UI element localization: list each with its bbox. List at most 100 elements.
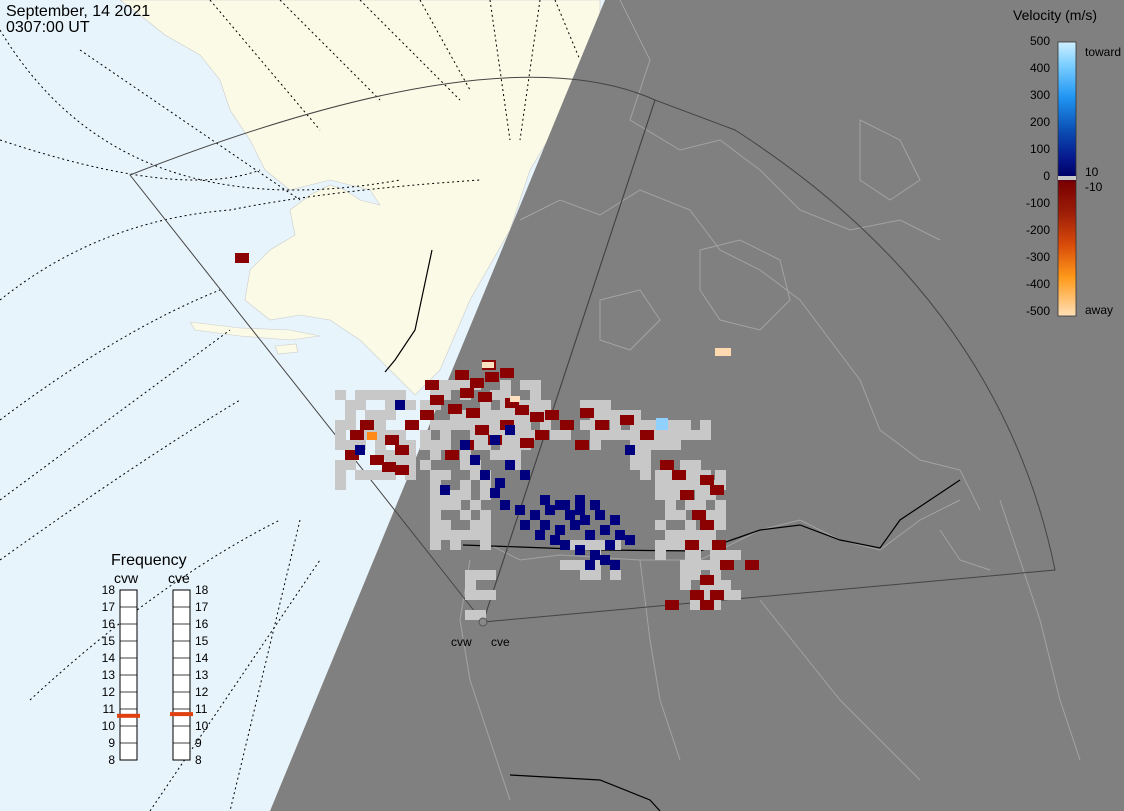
radar-cell [700, 420, 711, 430]
radar-cell [485, 570, 496, 580]
radar-cell [720, 580, 731, 590]
radar-cell [510, 396, 520, 402]
radar-cell [495, 478, 505, 488]
radar-cell [715, 348, 731, 356]
radar-cell [712, 540, 726, 550]
frequency-tick-label: 15 [102, 634, 116, 648]
radar-cell [460, 490, 471, 500]
frequency-tick-label: 10 [195, 719, 209, 733]
radar-cell [575, 545, 585, 555]
radar-cell [685, 520, 696, 530]
radar-cell [590, 440, 601, 450]
radar-cell [430, 420, 441, 430]
radar-cell [560, 420, 574, 430]
radar-cell [575, 440, 589, 450]
radar-cell [615, 530, 625, 540]
radar-cell [430, 500, 441, 510]
radar-cell [440, 420, 451, 430]
radar-cell [590, 400, 601, 410]
radar-cell [710, 560, 721, 570]
radar-cell [565, 510, 575, 520]
radar-cell [680, 420, 691, 430]
radar-cell [335, 470, 346, 480]
radar-cell [630, 450, 641, 460]
radar-cell [680, 490, 694, 500]
inner-neg-label: -10 [1085, 180, 1103, 194]
radar-cell [385, 470, 396, 480]
radar-cell [545, 410, 559, 420]
radar-cell [335, 430, 346, 440]
radar-cell [375, 420, 386, 430]
radar-cell [420, 440, 431, 450]
radar-cell [480, 440, 491, 450]
frequency-tick-label: 13 [102, 668, 116, 682]
radar-cell [500, 450, 511, 460]
radar-cell [490, 390, 501, 400]
radar-cell [510, 460, 521, 470]
radar-cell [345, 400, 356, 410]
land-kodiak [274, 343, 299, 355]
land-alaska [119, 0, 601, 396]
radar-cell [460, 410, 471, 420]
radar-cell [650, 440, 661, 450]
away-label: away [1085, 303, 1113, 317]
radar-label-cve: cve [491, 635, 510, 649]
velocity-tick-label: -400 [1026, 277, 1050, 291]
radar-cell [656, 418, 668, 430]
radar-cell [665, 530, 676, 540]
radar-cell [530, 380, 541, 390]
radar-cell [680, 560, 691, 570]
radar-cell [695, 500, 706, 510]
radar-cell [600, 525, 610, 535]
radar-cell [440, 485, 450, 495]
radar-cell [625, 535, 635, 545]
radar-cell [640, 460, 651, 470]
radar-cell [720, 560, 734, 570]
radar-cell [350, 430, 364, 440]
radar-cell [570, 560, 581, 570]
radar-cell [690, 550, 701, 560]
radar-cell [385, 410, 396, 420]
frequency-tick-label: 11 [103, 702, 116, 716]
radar-cell [630, 430, 641, 440]
radar-cell [470, 455, 480, 465]
radar-cell [355, 390, 366, 400]
radar-cell [480, 510, 491, 520]
radar-cell [480, 480, 491, 490]
radar-cell [610, 430, 621, 440]
radar-cell [420, 460, 431, 470]
radar-cell [670, 420, 681, 430]
radar-cell [505, 398, 519, 408]
radar-cell [672, 470, 686, 480]
frequency-tick-label: 18 [102, 583, 116, 597]
radar-cell [640, 450, 651, 460]
radar-cell [335, 440, 346, 450]
radar-cell [600, 555, 610, 565]
radar-cell [335, 420, 346, 430]
radar-cell [480, 470, 490, 480]
radar-cell [420, 430, 431, 440]
radar-cell [690, 590, 704, 600]
radar-cell [690, 570, 701, 580]
radar-cell [515, 405, 529, 415]
radar-cell [630, 420, 641, 430]
velocity-legend-title: Velocity (m/s) [1013, 7, 1097, 23]
radar-cell [665, 500, 676, 510]
radar-cell [665, 470, 676, 480]
radar-cell [590, 540, 601, 550]
circle-marker-icon[interactable] [478, 617, 488, 627]
radar-cell [385, 435, 399, 445]
night-region [270, 0, 1124, 811]
radar-cell [620, 415, 634, 425]
radar-cell [470, 530, 481, 540]
radar-cell [625, 445, 635, 455]
radar-cell [660, 440, 671, 450]
radar-cell [680, 460, 691, 470]
radar-cell [445, 450, 459, 460]
radar-cell [405, 460, 416, 470]
radar-cell [375, 430, 386, 440]
radar-cell [520, 380, 531, 390]
radar-cell [500, 410, 511, 420]
radar-cell [720, 550, 731, 560]
radar-cell [590, 500, 600, 510]
